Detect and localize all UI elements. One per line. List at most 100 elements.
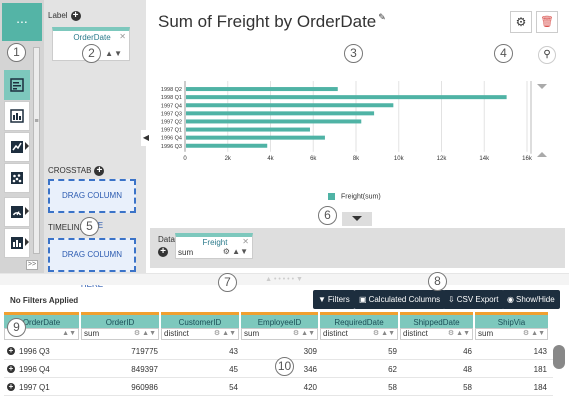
y-tick-label: 1996 Q4 [161, 136, 182, 142]
show-hide-button[interactable]: ◉ Show/Hide [502, 290, 560, 309]
cell-requireddate: 58 [388, 383, 397, 392]
sort-arrows-icon[interactable]: ▲▼ [105, 49, 123, 58]
x-tick-label: 6k [310, 156, 317, 162]
column-aggregate-employeeid[interactable]: sum ⚙ ▲▼ [241, 328, 318, 340]
scroll-down-icon[interactable] [537, 152, 547, 157]
y-tick-label: 1997 Q3 [161, 111, 182, 117]
rail-expand-button[interactable]: >> [26, 260, 38, 270]
sort-arrows-icon[interactable]: ⚙ ▲▼ [133, 330, 156, 337]
cell-orderid: 960986 [131, 383, 158, 392]
calculator-icon: ▣ [359, 295, 367, 304]
column-aggregate-shippeddate[interactable]: distinct ⚙ ▲▼ [400, 328, 473, 340]
cell-customerid: 43 [229, 347, 238, 356]
add-label-icon[interactable]: + [70, 11, 81, 21]
line-chart-button[interactable] [4, 132, 30, 162]
sort-arrows-icon[interactable]: ⚙ ▲▼ [372, 330, 395, 337]
column-aggregate-customerid[interactable]: distinct ⚙ ▲▼ [161, 328, 239, 340]
sort-arrows-icon[interactable]: ⚙ ▲▼ [522, 330, 545, 337]
bar-chart-button[interactable] [4, 70, 30, 100]
orderdate-label-pill[interactable]: OrderDate ✕ ▲▼ [52, 27, 130, 61]
column-header-requireddate[interactable]: RequiredDate [320, 312, 398, 328]
pill-aggregate[interactable]: sum [178, 248, 194, 257]
zoom-button[interactable]: ⚲ [538, 46, 556, 64]
label-header-text: Label [48, 11, 68, 21]
callout-1: 1 [7, 43, 26, 62]
expand-row-icon[interactable]: + [7, 364, 15, 373]
column-header-customerid[interactable]: CustomerID [161, 312, 239, 328]
bar-chart-icon [10, 78, 24, 92]
callout-5: 5 [80, 217, 99, 236]
column-aggregate-requireddate[interactable]: distinct ⚙ ▲▼ [320, 328, 398, 340]
expand-row-icon[interactable]: + [7, 346, 15, 355]
pencil-icon[interactable]: ✎ [378, 12, 386, 22]
column-header-shipvia[interactable]: ShipVia [475, 312, 548, 328]
chart-delete-button[interactable]: 🗑 [536, 11, 558, 33]
aggregate-label: distinct [164, 329, 189, 338]
line-chart-expand-icon[interactable] [25, 142, 29, 150]
crosstab-dropzone[interactable]: DRAG COLUMN HERE [48, 179, 136, 230]
scroll-up-icon[interactable] [537, 84, 547, 89]
bar [186, 87, 338, 92]
aggregate-label: sum [478, 329, 494, 338]
column-header-employeeid[interactable]: EmployeeID [241, 312, 318, 328]
expand-row-icon[interactable]: + [7, 382, 15, 391]
collapse-panel-button[interactable]: ◀ [141, 130, 151, 146]
table-expand-icon[interactable] [25, 238, 29, 246]
pill-name: Freight [202, 238, 228, 247]
sort-arrows-icon[interactable]: ▲▼ [62, 330, 76, 337]
chevron-down-icon [352, 216, 362, 221]
calculated-columns-button[interactable]: ▣ Calculated Columns [354, 290, 446, 309]
line-chart-icon [11, 141, 23, 153]
scatter-button[interactable] [4, 163, 30, 193]
scatter-icon [11, 172, 23, 184]
export-icon: ⇩ [448, 295, 455, 304]
panel-splitter[interactable] [0, 273, 569, 285]
bar [186, 127, 310, 132]
cell-orderdate: 1996 Q4 [19, 365, 50, 374]
x-tick-label: 8k [353, 156, 360, 162]
remove-pill-icon[interactable]: ✕ [242, 237, 249, 246]
x-tick-label: 14k [479, 156, 490, 162]
data-label: Data [158, 235, 175, 244]
chart-legend[interactable]: Freight(sum) [328, 193, 381, 200]
freight-data-pill[interactable]: Freight ✕ sum ⚙ ▲▼ [175, 233, 253, 259]
table-row[interactable]: +1997 Q1 960986 54 420 58 58 184 [4, 379, 553, 396]
table-row[interactable]: +1996 Q4 849397 45 346 62 48 181 [4, 361, 553, 378]
grid-scrollbar[interactable] [553, 345, 565, 369]
menu-button[interactable]: ... [2, 3, 42, 41]
pill-name: OrderDate [73, 33, 111, 42]
cell-shippeddate: 58 [463, 383, 472, 392]
column-aggregate-shipvia[interactable]: sum ⚙ ▲▼ [475, 328, 548, 340]
timeline-dropzone[interactable]: DRAG COLUMN HERE [48, 238, 136, 289]
trash-icon: 🗑 [540, 16, 554, 28]
column-header-orderid[interactable]: OrderID [81, 312, 159, 328]
pill-controls-icon[interactable]: ⚙ ▲▼ [222, 247, 248, 256]
callout-10: 10 [275, 357, 294, 376]
sort-arrows-icon[interactable]: ⚙ ▲▼ [213, 330, 236, 337]
splitter-handle-icon[interactable]: ▲ • • • • • ▼ [265, 276, 303, 283]
chart-title: Sum of Freight by OrderDate ✎ [158, 12, 386, 32]
timeline-header: TIMELINE [48, 223, 85, 232]
csv-export-button[interactable]: ⇩ CSV Export [443, 290, 504, 309]
callout-6: 6 [318, 206, 337, 225]
filters-button[interactable]: ▼ Filters [313, 290, 355, 309]
sort-arrows-icon[interactable]: ⚙ ▲▼ [447, 330, 470, 337]
chart-toggle-button[interactable] [342, 212, 372, 226]
column-aggregate-orderid[interactable]: sum ⚙ ▲▼ [81, 328, 159, 340]
add-data-icon[interactable]: + [158, 246, 168, 257]
aggregate-label: sum [84, 329, 100, 338]
callout-8: 8 [428, 272, 447, 291]
add-crosstab-icon[interactable]: + [94, 166, 105, 176]
column-header-shippeddate[interactable]: ShippedDate [400, 312, 473, 328]
aggregate-label: distinct [323, 329, 348, 338]
chart-settings-button[interactable]: ⚙ [510, 11, 532, 33]
cell-employeeid: 309 [303, 347, 317, 356]
rail-scrollbar[interactable] [33, 47, 40, 254]
sort-arrows-icon[interactable]: ⚙ ▲▼ [292, 330, 315, 337]
filter-status: No Filters Applied [10, 296, 79, 305]
remove-pill-icon[interactable]: ✕ [119, 32, 126, 41]
gauge-expand-icon[interactable] [25, 207, 29, 215]
crosstab-header: CROSSTAB + [48, 166, 105, 176]
column-chart-button[interactable] [4, 101, 30, 131]
bar [186, 95, 507, 100]
